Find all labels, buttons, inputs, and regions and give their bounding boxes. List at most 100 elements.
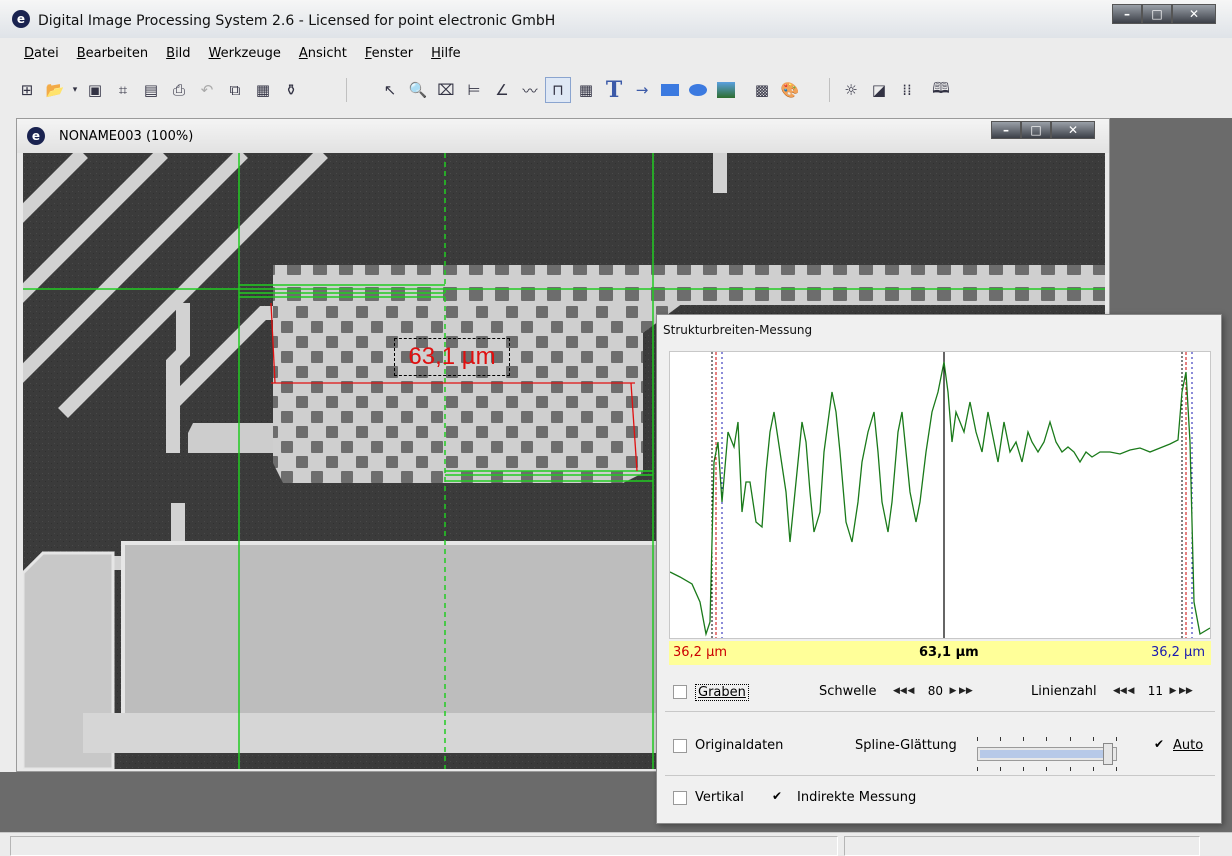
save-auto-icon[interactable]: ▤: [143, 81, 159, 99]
image-window-titlebar: e NONAME003 (100%) – □ ✕: [17, 119, 1109, 153]
grid-dots-icon[interactable]: ⁞⁞: [902, 81, 912, 99]
app-logo-icon: e: [27, 127, 45, 145]
fast-decrease-icon[interactable]: ◀◀: [1113, 686, 1127, 696]
profile-plot[interactable]: [669, 351, 1211, 639]
toolbar-separator: [346, 78, 347, 102]
fast-decrease-icon[interactable]: ◀◀: [893, 686, 907, 696]
measure-width-icon[interactable]: ⊨: [467, 81, 481, 99]
app-logo-icon: e: [12, 10, 30, 28]
histogram-icon[interactable]: ◪: [871, 81, 887, 99]
graben-label[interactable]: Graben: [695, 684, 749, 701]
undo-icon[interactable]: ↶: [200, 81, 214, 99]
text-image-icon[interactable]: [713, 77, 739, 103]
close-icon[interactable]: ✕: [1051, 121, 1095, 139]
table-icon[interactable]: ▦: [578, 81, 594, 99]
dropdown-arrow-icon[interactable]: ▾: [72, 85, 78, 95]
indirekte-checkbox[interactable]: [771, 789, 785, 805]
measurement-readout: 36,2 µm 63,1 µm 36,2 µm: [669, 641, 1211, 665]
measure-angle-icon[interactable]: ∠: [495, 81, 509, 99]
close-icon[interactable]: ✕: [1172, 4, 1216, 24]
structure-width-value: 63,1 µm: [919, 645, 979, 660]
toolbar: ⊞ 📂 ▾ ▣ ⌗ ▤ ⎙ ↶ ⧉ ▦ ⚱ ↖ 🔍 ⌧ ⊨ ∠ 〰 ⊓ ▦ T …: [14, 70, 956, 110]
tree-icon[interactable]: ⊞: [20, 81, 34, 99]
vertikal-checkbox[interactable]: [673, 791, 687, 805]
left-edge-width: 36,2 µm: [673, 645, 728, 660]
menu-werkzeuge[interactable]: Werkzeuge: [208, 45, 281, 61]
structure-width-icon[interactable]: ⊓: [545, 77, 571, 103]
increase-icon[interactable]: ▶: [949, 686, 957, 696]
vertikal-label[interactable]: Vertikal: [695, 790, 744, 805]
graben-checkbox[interactable]: [673, 685, 687, 699]
scan-icon[interactable]: ⌗: [118, 81, 128, 99]
menu-datei[interactable]: Datei: [24, 45, 59, 61]
menu-ansicht[interactable]: Ansicht: [298, 45, 347, 61]
arrow-icon[interactable]: →: [635, 81, 649, 99]
crop-icon[interactable]: ⌧: [437, 81, 455, 99]
originaldaten-label[interactable]: Originaldaten: [695, 738, 784, 753]
indirekte-label[interactable]: Indirekte Messung: [797, 790, 917, 805]
ellipse-icon[interactable]: [685, 77, 711, 103]
right-edge-width: 36,2 µm: [1150, 645, 1205, 660]
divider: [665, 711, 1215, 712]
minimize-icon[interactable]: –: [991, 121, 1021, 139]
menu-bearbeiten[interactable]: Bearbeiten: [76, 45, 149, 61]
status-pane-main: [10, 836, 838, 856]
auto-label[interactable]: Auto: [1173, 738, 1204, 753]
profile-icon[interactable]: 〰: [522, 81, 538, 100]
window-controls: – □ ✕: [1112, 4, 1216, 24]
zoom-icon[interactable]: 🔍: [408, 81, 428, 99]
menu-bar: Datei Bearbeiten Bild Werkzeuge Ansicht …: [0, 38, 1232, 68]
status-pane-secondary: [844, 836, 1200, 856]
save-icon[interactable]: ▣: [87, 81, 103, 99]
maximize-icon[interactable]: □: [1142, 4, 1172, 24]
book-icon[interactable]: 🕮: [932, 78, 950, 97]
properties-icon[interactable]: ⚱: [284, 81, 298, 99]
measurement-label[interactable]: 63,1 µm: [394, 338, 510, 376]
structure-width-panel: Strukturbreiten-Messung 36,2 µm 63,1 µm …: [656, 314, 1222, 824]
title-bar: e Digital Image Processing System 2.6 - …: [0, 0, 1232, 38]
open-folder-icon[interactable]: 📂: [45, 81, 65, 99]
text-icon[interactable]: T: [605, 77, 623, 103]
spline-slider[interactable]: [977, 735, 1127, 771]
slider-ticks-top: [977, 737, 1117, 743]
menu-fenster[interactable]: Fenster: [364, 45, 414, 61]
toolbar-separator: [829, 78, 830, 102]
fast-increase-icon[interactable]: ▶▶: [959, 686, 973, 696]
schwelle-label: Schwelle: [819, 684, 877, 699]
slider-fill: [980, 750, 1103, 758]
schwelle-value[interactable]: 80: [927, 684, 943, 698]
image-window-title: NONAME003 (100%): [59, 129, 194, 144]
profile-plot-drawing: [669, 352, 1211, 638]
rectangle-icon[interactable]: [657, 77, 683, 103]
originaldaten-checkbox[interactable]: [673, 739, 687, 753]
linienzahl-stepper[interactable]: ◀◀ ◀ 11 ▶ ▶▶: [1113, 681, 1193, 701]
auto-checkbox[interactable]: [1153, 737, 1167, 753]
slider-thumb[interactable]: [1103, 743, 1113, 765]
fast-increase-icon[interactable]: ▶▶: [1179, 686, 1193, 696]
linienzahl-value[interactable]: 11: [1147, 684, 1163, 698]
divider: [665, 775, 1215, 776]
decrease-icon[interactable]: ◀: [907, 686, 915, 696]
minimize-icon[interactable]: –: [1112, 4, 1142, 24]
schwelle-stepper[interactable]: ◀◀ ◀ 80 ▶ ▶▶: [893, 681, 973, 701]
menu-bild[interactable]: Bild: [166, 45, 191, 61]
panel-title: Strukturbreiten-Messung: [663, 323, 813, 337]
palette-icon[interactable]: 🎨: [780, 81, 800, 99]
paste-icon[interactable]: ▦: [255, 81, 271, 99]
slider-track[interactable]: [977, 747, 1117, 761]
menu-hilfe[interactable]: Hilfe: [431, 45, 461, 61]
pointer-icon[interactable]: ↖: [383, 81, 397, 99]
status-bar: [0, 832, 1232, 856]
decrease-icon[interactable]: ◀: [1127, 686, 1135, 696]
image-stack-icon[interactable]: ▩: [754, 81, 770, 99]
spline-label: Spline-Glättung: [855, 738, 957, 753]
print-icon[interactable]: ⎙: [172, 81, 185, 99]
brightness-icon[interactable]: ☼: [844, 81, 858, 99]
app-title: Digital Image Processing System 2.6 - Li…: [38, 13, 556, 29]
slider-ticks-bottom: [977, 767, 1117, 773]
linienzahl-label: Linienzahl: [1031, 684, 1097, 699]
increase-icon[interactable]: ▶: [1169, 686, 1177, 696]
maximize-icon[interactable]: □: [1021, 121, 1051, 139]
copy-icon[interactable]: ⧉: [229, 81, 241, 99]
